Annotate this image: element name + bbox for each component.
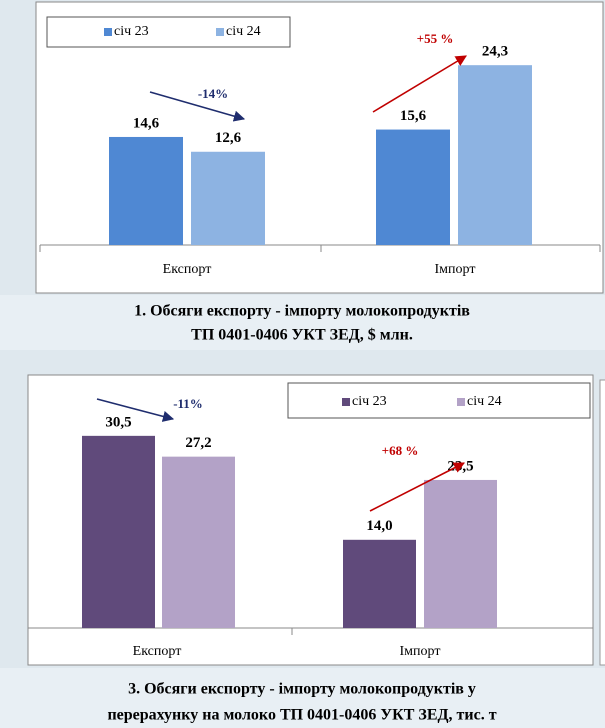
value-label: 15,6 xyxy=(400,108,427,124)
bar xyxy=(424,479,497,628)
trend-arrow xyxy=(369,462,465,512)
legend-swatch xyxy=(216,28,224,36)
legend-label: січ 23 xyxy=(352,394,387,409)
x-tick-label: Експорт xyxy=(163,262,212,277)
trend-arrow xyxy=(372,55,467,113)
value-label: 27,2 xyxy=(185,435,211,451)
bar xyxy=(343,539,416,628)
bar xyxy=(82,435,155,628)
bar xyxy=(109,136,183,245)
change-annotation: -14% xyxy=(198,86,228,101)
legend-box xyxy=(287,382,591,419)
legend-label: січ 24 xyxy=(226,24,261,39)
chart-caption: 3. Обсяги експорту - імпорту молокопроду… xyxy=(128,681,476,698)
x-tick-label: Імпорт xyxy=(435,262,476,277)
bar xyxy=(458,65,532,246)
x-tick-label: Експорт xyxy=(133,644,182,659)
chart-caption: ТП 0401-0406 УКТ ЗЕД, $ млн. xyxy=(191,327,413,344)
legend-box xyxy=(46,16,291,48)
legend-swatch xyxy=(104,28,112,36)
caption-band xyxy=(0,668,605,728)
legend-swatch xyxy=(342,398,350,406)
change-annotation: +55 % xyxy=(417,31,454,46)
value-label: 14,6 xyxy=(133,115,160,131)
x-tick-label: Імпорт xyxy=(400,644,441,659)
partial-panel xyxy=(599,379,605,666)
trend-arrow xyxy=(96,398,175,422)
bar xyxy=(162,456,235,628)
value-label: 23,5 xyxy=(447,458,473,474)
value-label: 14,0 xyxy=(366,518,392,534)
legend-swatch xyxy=(457,398,465,406)
change-annotation: -11% xyxy=(173,396,203,411)
caption-band xyxy=(0,295,605,350)
trend-arrow xyxy=(149,91,246,122)
chart-caption: 1. Обсяги експорту - імпорту молокопроду… xyxy=(134,303,470,320)
value-label: 30,5 xyxy=(105,414,131,430)
bar xyxy=(376,129,450,245)
change-annotation: +68 % xyxy=(382,443,419,458)
legend-label: січ 24 xyxy=(467,394,502,409)
chart-caption: перерахунку на молоко ТП 0401-0406 УКТ З… xyxy=(107,707,496,724)
value-label: 12,6 xyxy=(215,130,242,146)
legend-label: січ 23 xyxy=(114,24,149,39)
value-label: 24,3 xyxy=(482,44,508,60)
bar xyxy=(191,151,265,245)
